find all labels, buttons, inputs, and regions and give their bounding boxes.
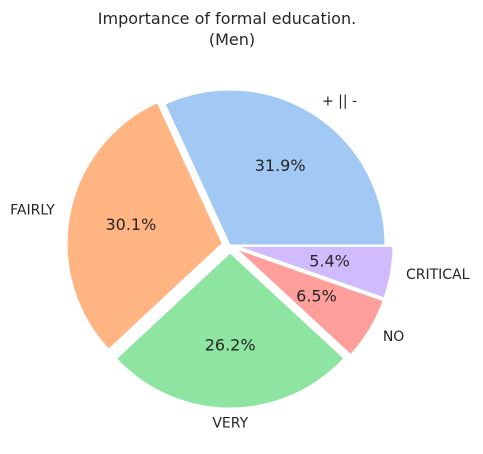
pie-percent-fairly: 30.1%	[105, 215, 156, 234]
pie-percent-no: 6.5%	[296, 287, 337, 306]
pie-label-fairly: FAIRLY	[10, 202, 55, 218]
chart-subtitle: (Men)	[209, 30, 255, 49]
chart-title: Importance of formal education.	[98, 9, 356, 28]
pie-slice-critical	[237, 245, 394, 299]
pie-slice-fairly	[66, 101, 223, 350]
pie-slice-no	[236, 248, 384, 356]
pie-slices	[66, 89, 394, 409]
pie-slice-plus-minus	[164, 89, 386, 246]
pie-percent-plus-minus: 31.9%	[255, 156, 306, 175]
pie-label-critical: CRITICAL	[406, 267, 470, 283]
pie-label-plus-minus: + || -	[322, 93, 357, 109]
pie-outer-labels: + || - FAIRLY VERY NO CRITICAL	[10, 93, 469, 431]
pie-label-very: VERY	[212, 415, 248, 431]
pie-percent-critical: 5.4%	[309, 252, 350, 271]
pie-percent-labels: 31.9% 30.1% 26.2% 6.5% 5.4%	[105, 156, 349, 354]
pie-label-no: NO	[383, 329, 405, 345]
pie-slice-very	[115, 252, 345, 409]
pie-percent-very: 26.2%	[205, 335, 256, 354]
